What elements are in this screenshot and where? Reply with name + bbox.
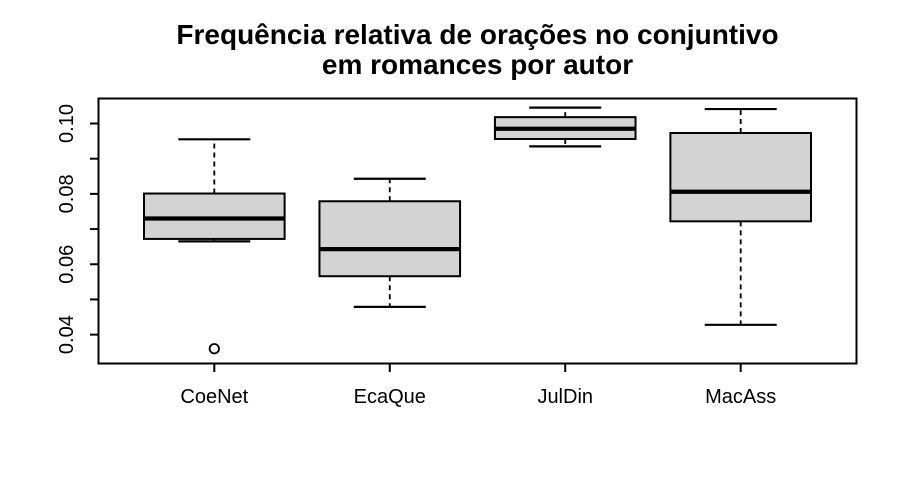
box-rect [669,131,812,223]
box-ecaque [318,177,462,308]
x-axis-tick-label: EcaQue [354,386,426,408]
y-axis-tick-label: 0.04 [56,315,78,354]
y-axis-tick-label: 0.06 [56,245,78,284]
x-axis-tick-label: JulDin [537,386,593,408]
plot-border [97,97,858,365]
x-axis-tick-label: CoeNet [180,386,248,408]
x-axis-tick-label: MacAss [705,386,776,408]
chart-title: Frequência relativa de orações no conjun… [98,20,857,80]
chart-title-line2: em romances por autor [321,49,634,80]
box-rect [318,200,462,278]
box-macass [669,107,812,326]
y-axis-tick-label: 0.08 [56,174,78,213]
y-axis-tick-label: 0.10 [56,104,78,143]
box-coenet [143,138,286,355]
box-rect [143,192,286,240]
chart-title-line1: Frequência relativa de orações no conjun… [176,19,779,50]
box-juldin [493,106,637,148]
outlier-point [208,343,220,355]
